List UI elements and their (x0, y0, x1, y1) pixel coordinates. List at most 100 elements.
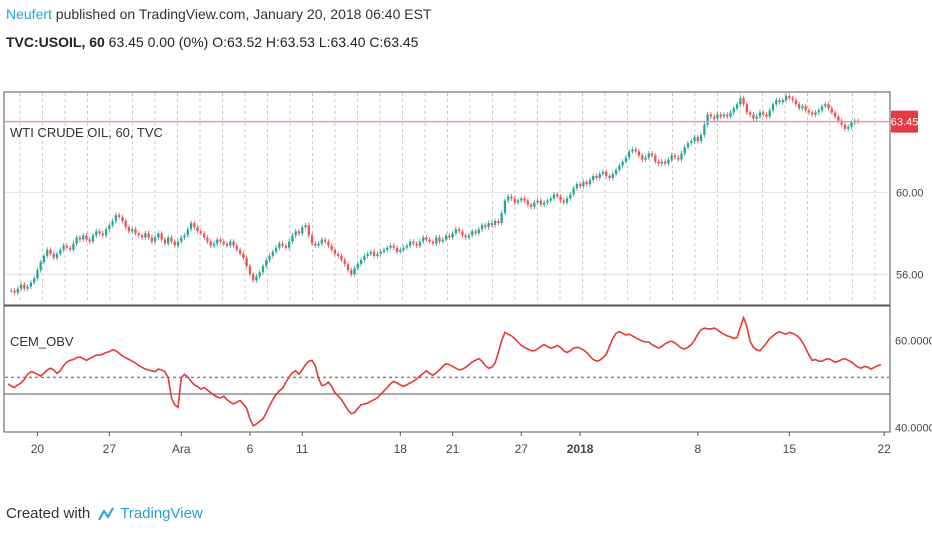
obv-line (7, 315, 882, 427)
candle-body (569, 194, 572, 199)
last-price-badge (891, 110, 918, 133)
candle-body (108, 225, 111, 230)
candle-body (124, 221, 127, 228)
candle-body (837, 116, 840, 121)
candle-body (536, 200, 539, 203)
candle-body (461, 231, 464, 236)
candle-body (307, 225, 310, 236)
candle-body (425, 237, 428, 240)
x-axis-tick-label: 15 (783, 442, 797, 456)
candle-body (281, 243, 284, 246)
candle-body (503, 200, 507, 213)
candle-body (19, 284, 23, 289)
candle-body (582, 182, 585, 187)
candle-body (758, 112, 762, 117)
candle-body (578, 184, 582, 187)
candle-body (562, 200, 565, 203)
candle-body (742, 98, 745, 105)
x-axis-tick-label: 21 (446, 442, 460, 456)
tradingview-brand[interactable]: TradingView (120, 505, 203, 522)
candle-body (762, 112, 765, 115)
candle-body (399, 249, 402, 252)
candle-body (572, 188, 575, 195)
candle-body (140, 235, 144, 238)
candle-body (196, 227, 199, 232)
candle-body (88, 239, 91, 242)
candle-body (745, 104, 748, 113)
candle-body (78, 237, 82, 240)
candle-body (598, 173, 601, 179)
candle-body (497, 221, 500, 224)
chart-area[interactable]: 63.45 56.00 60.00 60.0000 40.0000 20 27 Ara 6 11… (0, 88, 932, 468)
candle-body (722, 114, 726, 117)
candle-body (595, 175, 598, 179)
candle-body (350, 270, 353, 275)
published-text: published on TradingView.com, January 20… (51, 6, 432, 22)
candle-body (748, 112, 752, 115)
candle-body (10, 290, 13, 292)
candle-body (167, 237, 170, 244)
main-pane-frame (3, 91, 891, 395)
candle-body (431, 241, 435, 244)
footer: Created with TradingView (6, 505, 203, 522)
candle-body (36, 270, 39, 279)
candle-body (114, 214, 118, 222)
candle-body (546, 200, 549, 203)
candle-body (634, 149, 637, 152)
candle-body (369, 251, 373, 254)
candle-body (804, 106, 807, 111)
candle-body (206, 237, 209, 242)
candle-body (415, 243, 418, 246)
candle-body (238, 249, 242, 254)
candle-body (137, 233, 140, 236)
candle-body (513, 198, 516, 203)
author-link[interactable]: Neufert (6, 6, 52, 22)
candle-body (144, 233, 147, 238)
candle-body (29, 282, 33, 287)
candle-body (418, 241, 422, 246)
x-axis-tick-label: 22 (877, 442, 891, 456)
candle-body (781, 100, 784, 103)
candle-body (520, 198, 523, 201)
candle-body (706, 114, 709, 125)
candle-body (663, 161, 667, 164)
candle-body (288, 241, 291, 248)
candle-body (814, 112, 817, 115)
candle-body (52, 253, 55, 258)
candle-body (229, 241, 232, 246)
candle-body (382, 249, 386, 252)
candle-body (585, 182, 588, 185)
candle-body (340, 255, 343, 260)
candle-body (376, 253, 379, 256)
candle-body (157, 233, 160, 238)
candle-body (840, 120, 843, 125)
candle-body (709, 114, 713, 117)
candle-body (75, 237, 78, 244)
candle-body (458, 229, 461, 232)
candle-body (373, 251, 376, 256)
candle-body (637, 151, 641, 156)
candle-body (441, 239, 444, 242)
candle-body (526, 200, 529, 205)
candle-body (549, 198, 552, 201)
candle-body (605, 171, 608, 176)
candle-body (62, 245, 65, 250)
candle-body (588, 180, 592, 185)
candle-body (755, 116, 758, 119)
candle-body (320, 239, 323, 244)
candle-body (657, 161, 660, 164)
candle-body (405, 245, 408, 248)
x-axis-tick-label: 27 (103, 442, 117, 456)
candle-body (111, 221, 114, 226)
candle-body (798, 104, 801, 109)
candle-body (791, 98, 794, 101)
candle-body (16, 288, 19, 293)
candle-body (265, 259, 268, 267)
candle-body (552, 194, 556, 199)
created-with-label: Created with (6, 505, 91, 522)
candle-body (150, 237, 153, 242)
candle-body (807, 110, 811, 113)
candle-body (827, 104, 830, 109)
candle-body (752, 114, 755, 119)
candle-body (395, 247, 399, 252)
